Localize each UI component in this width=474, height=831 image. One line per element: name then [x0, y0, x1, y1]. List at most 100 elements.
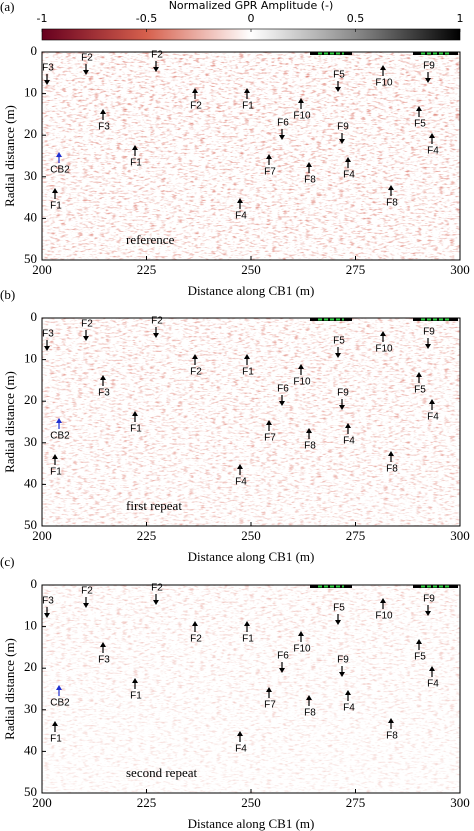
feature-label: F4 — [235, 211, 247, 222]
feature-arrowhead — [339, 672, 345, 677]
feature-arrowhead — [429, 133, 435, 138]
feature-label: F9 — [337, 655, 349, 666]
feature-arrowhead — [44, 346, 50, 351]
feature-arrowhead — [56, 418, 62, 423]
y-tick-label: 0 — [31, 43, 38, 58]
x-tick-label: 200 — [32, 528, 52, 543]
feature-label: F1 — [130, 158, 142, 169]
feature-arrowhead — [416, 106, 422, 111]
feature-arrowhead — [416, 372, 422, 377]
feature-arrowhead — [388, 451, 394, 456]
feature-label: F4 — [427, 146, 439, 157]
x-tick-label: 300 — [450, 262, 470, 277]
feature-label: F5 — [414, 119, 426, 130]
feature-label: F2 — [81, 586, 93, 597]
feature-label: F10 — [375, 611, 393, 622]
feature-label: F3 — [98, 122, 110, 133]
feature-arrowhead — [425, 611, 431, 616]
y-tick-label: 50 — [24, 784, 37, 799]
x-tick-label: 300 — [450, 528, 470, 543]
feature-label: F4 — [427, 412, 439, 423]
panel-note: second repeat — [126, 765, 197, 780]
feature-label: F2 — [151, 583, 163, 594]
y-tick-label: 50 — [24, 251, 37, 266]
feature-label: F1 — [242, 101, 254, 112]
feature-arrowhead — [153, 67, 159, 72]
feature-label: F1 — [130, 691, 142, 702]
y-tick-label: 10 — [24, 351, 37, 366]
feature-arrowhead — [279, 401, 285, 406]
feature-label: F8 — [304, 708, 316, 719]
feature-label: F3 — [42, 63, 54, 74]
feature-label: F8 — [386, 198, 398, 209]
x-tick-label: 225 — [137, 528, 157, 543]
radargram-texture — [42, 585, 460, 793]
feature-label: F5 — [414, 385, 426, 396]
feature-arrowhead — [244, 354, 250, 359]
radargram-image — [42, 585, 460, 793]
feature-arrowhead — [83, 336, 89, 341]
feature-label: F10 — [293, 377, 311, 388]
feature-arrowhead — [56, 152, 62, 157]
feature-arrowhead — [388, 718, 394, 723]
x-tick-label: 225 — [137, 262, 157, 277]
feature-arrowhead — [266, 687, 272, 692]
feature-label: F6 — [277, 118, 289, 129]
feature-arrowhead — [345, 690, 351, 695]
feature-label: F4 — [235, 477, 247, 488]
feature-arrowhead — [388, 185, 394, 190]
feature-arrowhead — [153, 333, 159, 338]
y-tick-label: 50 — [24, 517, 37, 532]
feature-label: F3 — [98, 655, 110, 666]
feature-label: F5 — [333, 336, 345, 347]
feature-arrowhead — [100, 109, 106, 114]
feature-arrowhead — [83, 70, 89, 75]
y-tick-label: 0 — [31, 576, 38, 591]
feature-label: F2 — [81, 53, 93, 64]
feature-arrowhead — [44, 80, 50, 85]
feature-label: CB2 — [50, 698, 70, 709]
x-tick-label: 300 — [450, 795, 470, 810]
y-axis-label: Radial distance (m) — [2, 638, 17, 740]
y-tick-label: 20 — [24, 392, 37, 407]
x-tick-label: 250 — [241, 528, 261, 543]
feature-arrowhead — [52, 721, 58, 726]
x-tick-label: 250 — [241, 795, 261, 810]
feature-label: F2 — [151, 316, 163, 327]
feature-arrowhead — [266, 420, 272, 425]
feature-arrowhead — [52, 188, 58, 193]
feature-label: F10 — [293, 111, 311, 122]
feature-arrowhead — [244, 621, 250, 626]
x-tick-label: 275 — [346, 262, 366, 277]
feature-arrowhead — [279, 135, 285, 140]
feature-arrowhead — [425, 344, 431, 349]
feature-arrowhead — [298, 364, 304, 369]
feature-label: F9 — [423, 61, 435, 72]
feature-arrowhead — [429, 399, 435, 404]
x-axis-label: Distance along CB1 (m) — [188, 816, 315, 831]
feature-label: F2 — [190, 101, 202, 112]
feature-label: F10 — [293, 644, 311, 655]
feature-arrowhead — [237, 198, 243, 203]
y-tick-label: 20 — [24, 126, 37, 141]
feature-arrowhead — [100, 642, 106, 647]
feature-label: F10 — [375, 78, 393, 89]
x-tick-label: 200 — [32, 262, 52, 277]
feature-label: F4 — [343, 703, 355, 714]
feature-label: F7 — [264, 167, 276, 178]
y-axis-label: Radial distance (m) — [2, 105, 17, 207]
feature-label: F1 — [50, 467, 62, 478]
colorbar-label: Normalized GPR Amplitude (-) — [169, 0, 334, 12]
feature-arrowhead — [56, 685, 62, 690]
feature-label: F9 — [423, 594, 435, 605]
feature-arrowhead — [380, 331, 386, 336]
feature-label: F8 — [304, 175, 316, 186]
feature-label: F8 — [386, 731, 398, 742]
feature-label: F9 — [423, 327, 435, 338]
x-tick-label: 200 — [32, 795, 52, 810]
feature-arrowhead — [298, 631, 304, 636]
radargram-image — [42, 52, 460, 260]
feature-arrowhead — [192, 88, 198, 93]
feature-label: F2 — [81, 319, 93, 330]
colorbar-tick-label: 0 — [248, 12, 255, 25]
